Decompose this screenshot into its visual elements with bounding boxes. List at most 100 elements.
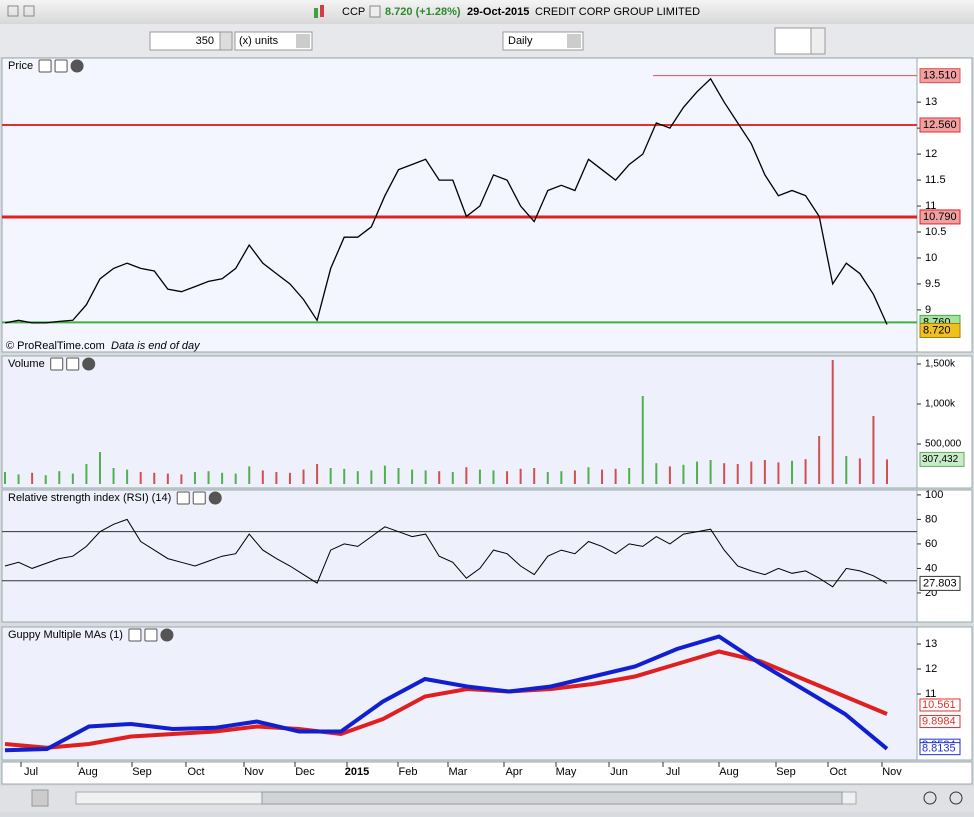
- title-bar: [0, 0, 974, 24]
- units-select[interactable]: [234, 31, 313, 51]
- panel-tool[interactable]: [144, 628, 158, 642]
- last-rsi-bg: [919, 575, 961, 591]
- panel-bg: [1, 626, 918, 761]
- volume-bar: [58, 471, 61, 484]
- zoom-in[interactable]: [949, 791, 963, 805]
- guppy-label: 10.561: [922, 699, 956, 711]
- panel-tool[interactable]: [176, 491, 190, 505]
- panel-tool[interactable]: [70, 59, 84, 73]
- x-tick-label: Oct: [187, 766, 204, 778]
- period-select[interactable]: [502, 31, 584, 51]
- info-icon[interactable]: [369, 5, 381, 18]
- volume-bar: [275, 472, 278, 484]
- guppy-label: 9.8984: [922, 715, 956, 727]
- volume-bar: [112, 468, 115, 484]
- volume-bar: [98, 452, 101, 484]
- x-tick-label: Apr: [505, 766, 522, 778]
- date: 29-Oct-2015: [467, 6, 529, 18]
- guppy-short: [4, 634, 889, 753]
- panel-tool[interactable]: [208, 491, 222, 505]
- panel-title: Guppy Multiple MAs (1): [8, 629, 123, 641]
- maximize-button[interactable]: [23, 5, 35, 17]
- rsi-line: [4, 518, 888, 588]
- volume-bar: [492, 470, 495, 484]
- y-tick-label: 60: [925, 538, 937, 550]
- volume-bar: [546, 472, 549, 484]
- y-tick-label: 13: [925, 638, 937, 650]
- volume-bar: [180, 474, 183, 484]
- axis-bg: [916, 489, 973, 623]
- spinner[interactable]: [219, 31, 233, 51]
- nav-button[interactable]: [31, 789, 49, 807]
- volume-bar: [465, 467, 468, 484]
- volume-bar: [791, 460, 794, 484]
- panel-bg: [1, 57, 918, 353]
- panel-tool[interactable]: [38, 59, 52, 73]
- volume-bar: [207, 471, 210, 484]
- guppy-label-bg: [919, 715, 961, 729]
- chart-style-menu[interactable]: [810, 27, 826, 55]
- volume-bar: [44, 475, 47, 484]
- level-label: 13.510: [923, 70, 957, 82]
- y-tick-label: 80: [925, 513, 937, 525]
- volume-bar: [858, 458, 861, 484]
- volume-bar: [587, 467, 590, 484]
- panel-tool[interactable]: [128, 628, 142, 642]
- x-axis-bg: [1, 761, 973, 785]
- panel-tool[interactable]: [50, 357, 64, 371]
- dropdown-arrow[interactable]: [296, 34, 310, 48]
- volume-bar: [370, 470, 373, 484]
- volume-bar: [478, 469, 481, 484]
- panel-tool[interactable]: [54, 59, 68, 73]
- y-tick-label: 11.5: [925, 174, 946, 186]
- volume-bar: [696, 461, 699, 484]
- guppy-long: [4, 649, 888, 750]
- volume-bar: [329, 468, 332, 484]
- guppy-label: 8.8135: [922, 743, 956, 755]
- volume-bar: [777, 462, 780, 484]
- volume-bar: [356, 471, 359, 484]
- y-tick-label: 11: [925, 200, 936, 212]
- panel-tool[interactable]: [82, 357, 96, 371]
- y-tick-label: 1,000k: [925, 399, 956, 410]
- candle-icon: [314, 8, 318, 18]
- y-tick-label: 10.5: [925, 226, 946, 238]
- y-tick-label: 100: [925, 489, 943, 501]
- panel-tool[interactable]: [160, 628, 174, 642]
- x-tick-label: Feb: [399, 766, 418, 778]
- close-button[interactable]: [7, 5, 19, 17]
- volume-bar: [641, 396, 644, 484]
- x-tick-label: Nov: [882, 766, 902, 778]
- zoom-out[interactable]: [923, 791, 937, 805]
- x-tick-label: Sep: [132, 766, 152, 778]
- volume-bar: [750, 461, 753, 484]
- guppy-label-bg: [919, 742, 961, 756]
- volume-bar: [126, 469, 129, 484]
- last-price-bg: [919, 322, 961, 338]
- symbol: CCP: [342, 6, 365, 18]
- volume-bar: [506, 471, 509, 484]
- x-tick-label: Aug: [719, 766, 739, 778]
- axis-bg: [916, 355, 973, 489]
- chart-style-button[interactable]: [774, 27, 812, 55]
- x-tick-label: May: [556, 766, 577, 778]
- volume-bar: [288, 472, 291, 484]
- axis-bg: [916, 57, 973, 353]
- panel-tool[interactable]: [192, 491, 206, 505]
- level-label-bg: [919, 209, 961, 225]
- units-label: (x) units: [239, 35, 279, 47]
- dropdown-arrow[interactable]: [567, 34, 581, 48]
- x-tick-label: Sep: [776, 766, 796, 778]
- volume-bar: [804, 459, 807, 484]
- scroll-thumb[interactable]: [261, 791, 843, 805]
- volume-bar: [872, 416, 875, 484]
- panel-title: Relative strength index (RSI) (14): [8, 492, 171, 504]
- volume-bar: [166, 473, 169, 484]
- panel-tool[interactable]: [66, 357, 80, 371]
- volume-bar: [628, 468, 631, 484]
- panels: 1312.51211.51110.5109.59Price1,500k1,000…: [1, 57, 973, 785]
- y-tick-label: 12: [925, 663, 937, 675]
- y-tick-label: 13: [925, 96, 937, 108]
- volume-bar: [886, 459, 888, 484]
- level-label-bg: [919, 117, 961, 133]
